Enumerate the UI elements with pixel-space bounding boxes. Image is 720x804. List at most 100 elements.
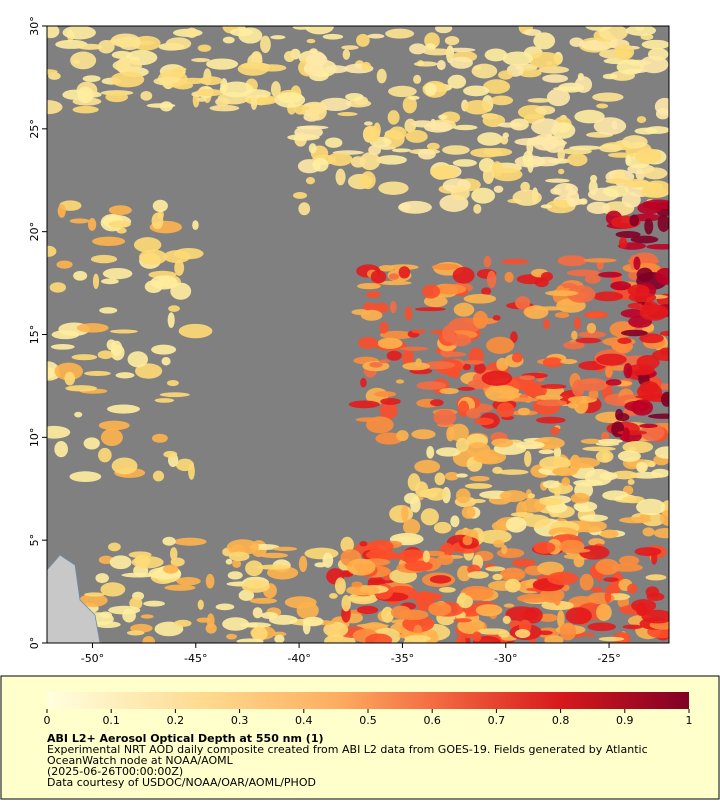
aerosol-patch <box>402 518 421 535</box>
aerosol-patch <box>579 573 594 591</box>
aerosol-patch <box>641 39 669 50</box>
aerosol-patch <box>561 477 571 487</box>
aerosol-patch <box>523 28 542 36</box>
aerosol-patch <box>492 167 523 182</box>
aerosol-patch <box>237 62 269 76</box>
aerosol-patch <box>417 148 436 160</box>
aerosol-patch <box>386 350 402 361</box>
caption-line: (2025-06-26T00:00:00Z) <box>47 765 183 778</box>
aerosol-patch <box>424 82 437 96</box>
aerosol-patch <box>308 102 327 121</box>
aerosol-patch <box>584 311 609 319</box>
aerosol-patch <box>660 510 669 526</box>
aerosol-patch <box>499 567 526 582</box>
aerosol-patch <box>559 622 577 641</box>
aerosol-patch <box>486 270 497 289</box>
aerosol-patch <box>467 571 489 579</box>
aerosol-patch <box>375 432 404 445</box>
aerosol-patch <box>270 81 281 98</box>
aerosol-patch <box>597 438 623 444</box>
aerosol-patch <box>527 493 536 499</box>
aerosol-patch <box>440 351 467 357</box>
aerosol-patch <box>473 310 489 329</box>
aerosol-patch <box>402 348 414 367</box>
aerosol-patch <box>560 359 578 365</box>
aerosol-patch <box>596 603 612 622</box>
aerosol-patch <box>357 282 381 290</box>
aerosol-patch <box>416 381 447 390</box>
aerosol-patch <box>248 622 258 628</box>
aerosol-patch <box>379 402 398 420</box>
aerosol-patch <box>473 203 482 214</box>
aerosol-patch <box>361 61 372 71</box>
aerosol-patch <box>405 129 428 143</box>
aerosol-patch <box>433 283 467 295</box>
y-tick-label: 20° <box>28 222 41 242</box>
aerosol-patch <box>359 541 368 547</box>
aerosol-patch <box>653 527 669 539</box>
aerosol-patch <box>54 362 84 381</box>
colorbar-tick-label: 0.1 <box>102 714 120 727</box>
aerosol-patch <box>250 51 263 66</box>
aerosol-patch <box>483 255 492 268</box>
aerosol-patch <box>483 79 511 94</box>
aerosol-patch <box>108 205 132 216</box>
aerosol-patch <box>77 43 103 50</box>
aerosol-patch <box>360 377 367 388</box>
colorbar-tick-label: 0.7 <box>488 714 506 727</box>
aerosol-patch <box>521 514 551 528</box>
aerosol-patch <box>84 370 111 376</box>
aerosol-patch <box>463 85 490 97</box>
colorbar-tick-label: 1 <box>686 714 693 727</box>
aerosol-patch <box>92 273 100 290</box>
aerosol-patch <box>377 553 405 560</box>
aerosol-patch <box>357 336 379 349</box>
aerosol-patch <box>504 578 521 593</box>
aerosol-patch <box>341 45 359 50</box>
x-tick-label: -25° <box>597 652 620 665</box>
aerosol-patch <box>402 96 417 114</box>
aerosol-patch <box>600 529 619 539</box>
aerosol-patch <box>610 281 632 291</box>
aerosol-patch <box>611 421 625 438</box>
aerosol-patch <box>463 100 492 115</box>
aerosol-patch <box>580 438 602 444</box>
aerosol-patch <box>627 479 635 485</box>
aerosol-patch <box>456 473 468 478</box>
aerosol-patch <box>565 607 592 625</box>
aerosol-patch <box>73 270 88 281</box>
aerosol-patch <box>659 330 669 337</box>
aerosol-patch <box>133 237 162 253</box>
aerosol-patch <box>452 267 475 284</box>
aerosol-patch <box>100 582 126 597</box>
aerosol-patch <box>226 539 259 555</box>
aerosol-patch <box>199 76 223 86</box>
aerosol-patch <box>614 43 635 60</box>
aerosol-patch <box>47 26 60 39</box>
aerosol-patch <box>142 635 156 643</box>
aerosol-patch <box>140 91 153 101</box>
aerosol-patch <box>605 365 613 378</box>
aerosol-patch <box>232 559 242 568</box>
aerosol-patch <box>47 245 57 257</box>
aerosol-patch <box>87 217 97 231</box>
aerosol-patch <box>369 361 383 368</box>
aerosol-patch <box>566 189 580 208</box>
aerosol-patch <box>404 306 413 321</box>
aerosol-patch <box>475 604 503 617</box>
aerosol-patch <box>370 270 387 284</box>
aerosol-patch <box>379 359 390 364</box>
aerosol-patch <box>474 417 494 426</box>
aerosol-patch <box>497 122 524 128</box>
aerosol-patch <box>222 36 235 44</box>
aerosol-patch <box>636 116 647 124</box>
aerosol-patch <box>407 473 421 492</box>
aerosol-patch <box>74 411 83 418</box>
aerosol-patch <box>107 404 140 414</box>
aerosol-patch <box>587 622 616 632</box>
aerosol-patch <box>585 632 595 637</box>
aerosol-patch <box>496 402 515 418</box>
colorbar-tick-label: 0 <box>44 714 51 727</box>
aerosol-patch <box>260 611 278 619</box>
aerosol-patch <box>225 558 233 565</box>
